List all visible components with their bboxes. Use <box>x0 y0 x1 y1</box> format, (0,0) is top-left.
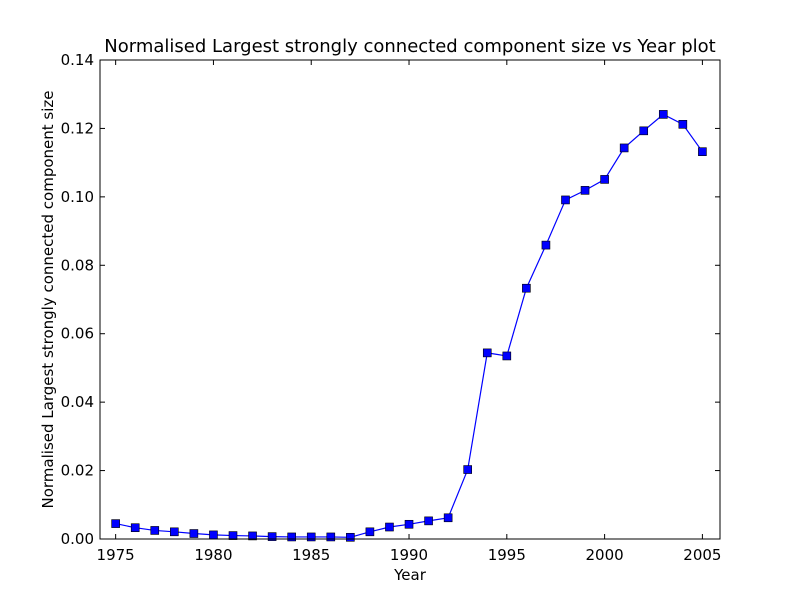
data-point <box>463 465 472 474</box>
data-point <box>267 532 277 541</box>
x-axis-label: Year <box>393 566 427 584</box>
y-tick-label: 0.12 <box>61 119 94 137</box>
data-point <box>482 348 492 358</box>
y-tick-label: 0.14 <box>61 51 94 69</box>
data-point <box>404 519 414 529</box>
x-tick-label: 1975 <box>97 546 135 564</box>
data-point <box>130 523 140 533</box>
y-axis-label: Normalised Largest strongly connected co… <box>39 90 57 508</box>
y-tick-label: 0.02 <box>61 462 94 480</box>
data-point <box>639 126 649 136</box>
y-tick-label: 0.00 <box>61 530 94 548</box>
x-tick-label: 1990 <box>390 546 428 564</box>
data-point <box>228 531 238 540</box>
data-point <box>150 526 160 535</box>
x-tick-label: 2000 <box>586 546 624 564</box>
y-tick-label: 0.10 <box>61 188 94 206</box>
data-point <box>326 532 336 542</box>
data-point <box>600 175 609 184</box>
data-point <box>248 531 257 541</box>
data-point <box>385 522 394 532</box>
x-tick-label: 1985 <box>292 546 330 564</box>
data-point <box>698 147 707 156</box>
plot-background <box>100 60 720 539</box>
data-point <box>306 532 316 542</box>
tick-layer: 1975 1980 1985 1990 1995 2000 2005 0.00 0.02 0.04… <box>61 51 722 564</box>
data-point <box>365 527 375 537</box>
data-point <box>209 530 218 540</box>
y-tick-label: 0.06 <box>61 325 94 343</box>
data-point <box>189 529 199 538</box>
data-point <box>111 519 120 528</box>
data-point <box>287 532 296 542</box>
chart-title: Normalised Largest strongly connected co… <box>104 36 715 57</box>
x-tick-label: 1995 <box>488 546 526 564</box>
data-point <box>346 532 355 542</box>
data-point <box>580 186 590 195</box>
y-tick-label: 0.08 <box>61 256 94 274</box>
series-layer <box>111 110 707 542</box>
x-tick-label: 2005 <box>683 546 721 564</box>
data-point <box>522 283 531 293</box>
data-point <box>678 120 688 129</box>
x-tick-label: 1980 <box>194 546 232 564</box>
data-point <box>170 527 179 537</box>
data-point <box>561 195 570 205</box>
plot-frame <box>99 59 721 540</box>
y-tick-label: 0.04 <box>61 393 94 411</box>
data-point <box>619 143 629 153</box>
data-point <box>424 516 433 526</box>
data-point <box>658 110 668 119</box>
data-point <box>541 240 551 250</box>
data-point <box>443 513 453 523</box>
data-point <box>502 351 512 361</box>
